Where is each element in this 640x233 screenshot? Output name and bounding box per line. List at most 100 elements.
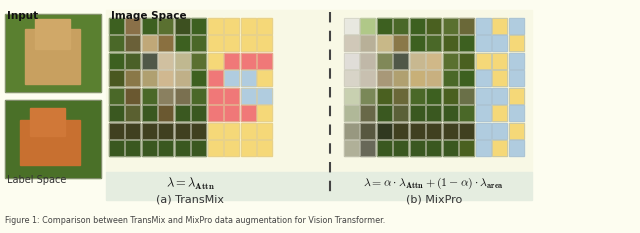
Bar: [241, 88, 255, 103]
Bar: [257, 105, 272, 121]
Bar: [376, 17, 392, 34]
Bar: [224, 123, 239, 138]
Bar: [459, 70, 474, 86]
Bar: [175, 17, 189, 34]
Bar: [426, 105, 441, 121]
Bar: [410, 35, 424, 51]
Bar: [191, 123, 206, 138]
Bar: [376, 52, 392, 69]
Bar: [106, 172, 531, 200]
Bar: [191, 70, 206, 86]
Bar: [426, 70, 441, 86]
Bar: [509, 105, 524, 121]
Bar: [393, 52, 408, 69]
Bar: [360, 52, 375, 69]
Bar: [109, 52, 124, 69]
Bar: [109, 70, 124, 86]
Bar: [141, 52, 157, 69]
Bar: [459, 17, 474, 34]
Bar: [257, 17, 272, 34]
Bar: [360, 35, 375, 51]
Bar: [158, 52, 173, 69]
Bar: [344, 105, 358, 121]
Bar: [158, 105, 173, 121]
Text: $\boldsymbol{\lambda} = \boldsymbol{\lambda}_{\mathbf{Attn}}$: $\boldsymbol{\lambda} = \boldsymbol{\lam…: [166, 176, 215, 192]
Bar: [426, 140, 441, 156]
Bar: [141, 35, 157, 51]
Bar: [459, 105, 474, 121]
Bar: [492, 52, 507, 69]
Bar: [410, 52, 424, 69]
Bar: [509, 140, 524, 156]
Bar: [476, 35, 490, 51]
Bar: [109, 17, 124, 34]
Bar: [476, 105, 490, 121]
Bar: [492, 17, 507, 34]
Bar: [141, 140, 157, 156]
Bar: [442, 17, 458, 34]
Bar: [344, 52, 358, 69]
Bar: [158, 17, 173, 34]
Bar: [410, 123, 424, 138]
Bar: [141, 105, 157, 121]
Bar: [141, 88, 157, 103]
Bar: [175, 105, 189, 121]
Bar: [426, 88, 441, 103]
Bar: [257, 123, 272, 138]
Bar: [360, 52, 375, 69]
Bar: [410, 88, 424, 103]
Bar: [125, 17, 140, 34]
Bar: [241, 17, 255, 34]
Bar: [158, 35, 173, 51]
Bar: [459, 70, 474, 86]
Bar: [109, 35, 124, 51]
Bar: [492, 35, 507, 51]
Bar: [224, 105, 239, 121]
Bar: [141, 140, 157, 156]
Bar: [509, 70, 524, 86]
Bar: [376, 88, 392, 103]
Bar: [442, 52, 458, 69]
Bar: [442, 105, 458, 121]
Bar: [191, 17, 206, 34]
Bar: [191, 35, 206, 51]
Bar: [175, 35, 189, 51]
Bar: [393, 105, 408, 121]
Bar: [492, 123, 507, 138]
Bar: [492, 88, 507, 103]
Bar: [224, 88, 239, 103]
Bar: [442, 88, 458, 103]
Bar: [442, 88, 458, 103]
Bar: [393, 17, 408, 34]
Bar: [426, 70, 441, 86]
Bar: [344, 140, 358, 156]
Bar: [141, 70, 157, 86]
Bar: [360, 88, 375, 103]
Bar: [492, 140, 507, 156]
Bar: [476, 140, 490, 156]
Bar: [257, 140, 272, 156]
Text: Image Space: Image Space: [111, 11, 187, 21]
Bar: [476, 105, 490, 121]
Bar: [158, 140, 173, 156]
Bar: [141, 52, 157, 69]
Bar: [492, 140, 507, 156]
Bar: [175, 88, 189, 103]
Bar: [109, 105, 124, 121]
Bar: [175, 52, 189, 69]
Bar: [376, 70, 392, 86]
Bar: [207, 17, 223, 34]
Bar: [459, 17, 474, 34]
Bar: [241, 140, 255, 156]
Bar: [410, 140, 424, 156]
Bar: [158, 123, 173, 138]
Bar: [344, 123, 358, 138]
Bar: [109, 105, 124, 121]
Bar: [141, 105, 157, 121]
Bar: [426, 52, 441, 69]
Bar: [125, 52, 140, 69]
Bar: [442, 35, 458, 51]
Bar: [241, 105, 255, 121]
Bar: [5, 100, 101, 178]
Text: $\boldsymbol{\lambda} = \alpha \cdot \boldsymbol{\lambda}_{\mathbf{Attn}} + ( 1 : $\boldsymbol{\lambda} = \alpha \cdot \bo…: [364, 176, 504, 191]
